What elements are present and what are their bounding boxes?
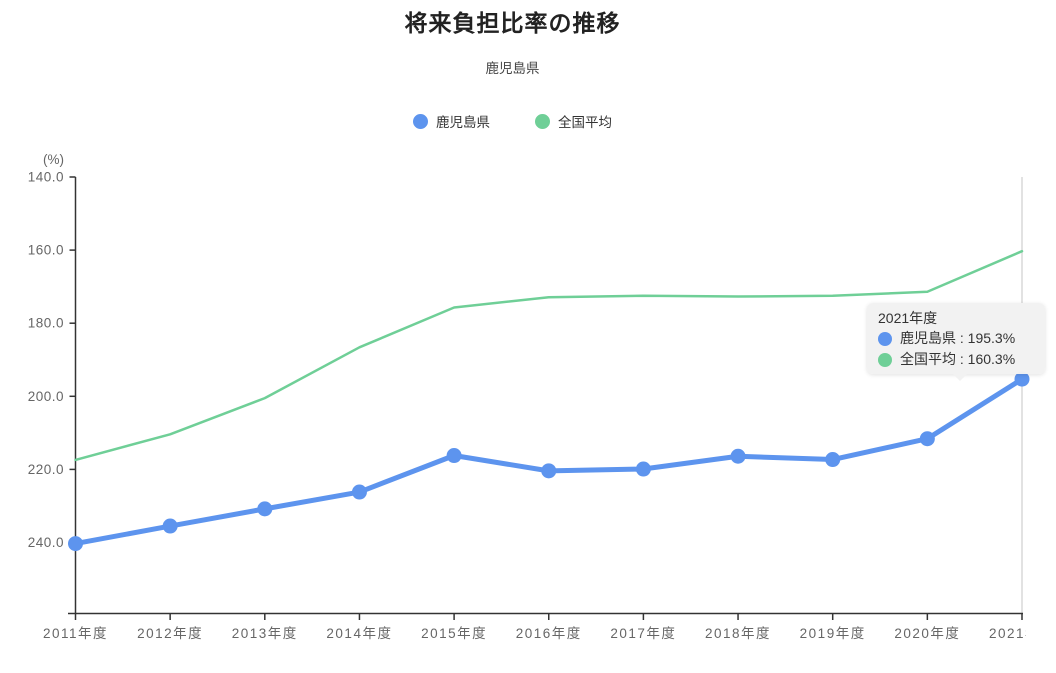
data-point[interactable] <box>162 518 178 534</box>
series-line-national-average <box>74 249 1024 462</box>
data-point[interactable] <box>541 463 557 479</box>
legend-item-kagoshima[interactable]: 鹿児島県 <box>413 111 490 131</box>
y-tick-label: 200.0 <box>28 389 64 404</box>
data-point[interactable] <box>825 452 841 468</box>
tooltip-title: 2021年度 <box>878 310 938 326</box>
tooltip-row: 全国平均 : 160.3% <box>878 349 1034 370</box>
legend-item-label: 全国平均 <box>558 115 612 130</box>
y-axis-unit-label: (%) <box>43 152 64 167</box>
hover-tooltip: 2021年度 鹿児島県 : 195.3% 全国平均 : 160.3% <box>867 303 1045 381</box>
x-tick-label: 2012年度 <box>137 626 204 641</box>
x-tick-label: 2014年度 <box>326 626 393 641</box>
y-tick-label: 180.0 <box>28 316 64 331</box>
x-tick-label: 2021年度 <box>988 626 1026 641</box>
y-tick-label: 160.0 <box>28 243 64 258</box>
data-point[interactable] <box>919 431 935 447</box>
x-tick-label: 2017年度 <box>610 626 677 641</box>
x-tick-label: 2019年度 <box>799 626 866 641</box>
legend-dot-icon <box>535 113 550 129</box>
tooltip-value: 全国平均 : 160.3% <box>900 351 1016 367</box>
x-axis-labels: 2011年度 2012年度 2013年度 2014年度 2015年度 2016年度 2017… <box>0 622 1026 646</box>
tooltip-value: 鹿児島県 : 195.3% <box>900 330 1016 346</box>
series-line-prefecture <box>73 376 1025 547</box>
y-tick-label: 140.0 <box>28 170 64 185</box>
x-tick-label: 2018年度 <box>705 626 772 641</box>
x-tick-label: 2020年度 <box>894 626 961 641</box>
data-point[interactable] <box>1014 371 1030 387</box>
page-title: 将来負担比率の推移 <box>404 10 621 36</box>
data-point[interactable] <box>351 484 367 500</box>
chart-subtitle: 鹿児島県 <box>485 61 540 76</box>
legend-item-label: 鹿児島県 <box>436 115 490 130</box>
data-point[interactable] <box>446 448 462 464</box>
series-dot-icon <box>878 331 892 346</box>
legend-dot-icon <box>413 113 428 129</box>
data-point[interactable] <box>730 448 746 464</box>
data-point[interactable] <box>635 461 651 477</box>
series-dot-icon <box>878 352 892 367</box>
legend-item-national-average[interactable]: 全国平均 <box>535 111 612 131</box>
data-point[interactable] <box>257 501 273 517</box>
tooltip-row: 鹿児島県 : 195.3% <box>878 328 1034 349</box>
x-tick-label: 2016年度 <box>515 626 582 641</box>
y-tick-label: 220.0 <box>28 462 64 477</box>
x-tick-label: 2013年度 <box>231 626 298 641</box>
x-tick-label: 2011年度 <box>42 626 109 641</box>
legend: 鹿児島県 全国平均 <box>0 111 1025 131</box>
data-point[interactable] <box>68 536 83 552</box>
y-tick-label: 240.0 <box>28 535 64 550</box>
x-tick-label: 2015年度 <box>421 626 488 641</box>
